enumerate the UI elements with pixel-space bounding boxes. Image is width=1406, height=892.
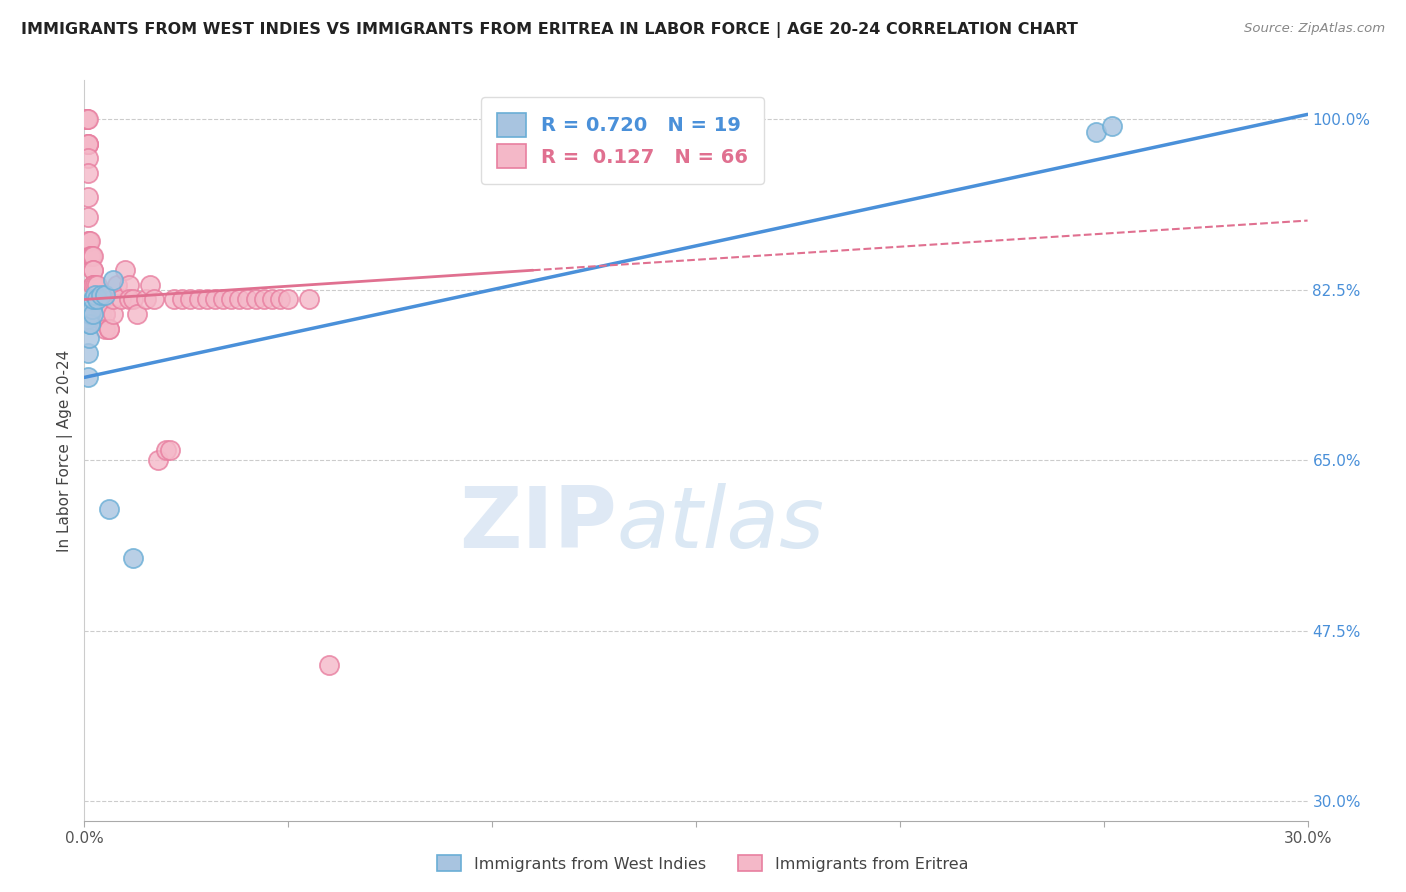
Point (80, 249, 103, 263)
Point (101, 293, 124, 307)
Point (228, 293, 250, 307)
Point (269, 293, 291, 307)
Point (77, 370, 100, 384)
Point (93, 321, 115, 335)
Point (97, 321, 120, 335)
Point (77, 331, 100, 345)
Point (260, 293, 283, 307)
Point (79, 317, 101, 331)
Point (90, 287, 112, 301)
Point (1101, 119, 1123, 133)
Point (77, 234, 100, 248)
Point (97, 321, 120, 335)
Point (76, 112, 98, 127)
Point (142, 293, 165, 307)
Point (82, 277, 104, 292)
Point (80, 249, 103, 263)
Point (172, 293, 194, 307)
Point (118, 293, 141, 307)
Point (86, 277, 108, 292)
Point (101, 307, 124, 321)
Point (135, 293, 157, 307)
Point (105, 277, 128, 292)
Point (83, 287, 105, 301)
Point (79, 307, 101, 321)
Point (82, 263, 104, 277)
Point (77, 151, 100, 165)
Point (76, 112, 98, 127)
Point (86, 293, 108, 307)
Point (318, 657, 340, 672)
Point (90, 307, 112, 321)
Point (114, 263, 136, 277)
Point (82, 293, 104, 307)
Point (79, 249, 101, 263)
Point (77, 346, 100, 360)
Point (277, 293, 299, 307)
Point (146, 453, 169, 467)
Y-axis label: In Labor Force | Age 20-24: In Labor Force | Age 20-24 (58, 350, 73, 551)
Point (110, 293, 132, 307)
Point (245, 293, 267, 307)
Point (159, 443, 181, 458)
Point (82, 249, 104, 263)
Point (77, 136, 100, 151)
Point (86, 293, 108, 307)
Point (97, 502, 120, 516)
Text: atlas: atlas (616, 483, 824, 566)
Point (93, 307, 115, 321)
Point (76, 312, 98, 326)
Point (82, 263, 104, 277)
Point (253, 293, 276, 307)
Point (298, 293, 321, 307)
Point (77, 166, 100, 180)
Point (1084, 125, 1107, 139)
Point (101, 273, 124, 287)
Legend: R = 0.720   N = 19, R =  0.127   N = 66: R = 0.720 N = 19, R = 0.127 N = 66 (481, 97, 763, 184)
Point (93, 287, 115, 301)
Point (77, 234, 100, 248)
Point (90, 293, 112, 307)
Point (77, 190, 100, 204)
Point (122, 293, 145, 307)
Point (82, 277, 104, 292)
Point (204, 293, 226, 307)
Point (138, 277, 160, 292)
Point (93, 307, 115, 321)
Point (236, 293, 259, 307)
Point (79, 317, 101, 331)
Point (219, 293, 242, 307)
Text: IMMIGRANTS FROM WEST INDIES VS IMMIGRANTS FROM ERITREA IN LABOR FORCE | AGE 20-2: IMMIGRANTS FROM WEST INDIES VS IMMIGRANT… (21, 22, 1078, 38)
Point (79, 234, 101, 248)
Point (80, 302, 103, 317)
Text: ZIP: ZIP (458, 483, 616, 566)
Point (77, 210, 100, 224)
Point (195, 293, 218, 307)
Point (122, 550, 145, 565)
Point (82, 307, 104, 321)
Point (118, 277, 141, 292)
Point (90, 307, 112, 321)
Point (77, 136, 100, 151)
Point (75, 112, 97, 127)
Point (155, 443, 177, 458)
Point (76, 136, 98, 151)
Point (212, 293, 235, 307)
Point (83, 277, 105, 292)
Point (76, 112, 98, 127)
Point (179, 293, 201, 307)
Point (163, 293, 186, 307)
Point (127, 307, 149, 321)
Point (187, 293, 209, 307)
Point (86, 293, 108, 307)
Legend: Immigrants from West Indies, Immigrants from Eritrea: Immigrants from West Indies, Immigrants … (429, 847, 977, 880)
Text: Source: ZipAtlas.com: Source: ZipAtlas.com (1244, 22, 1385, 36)
